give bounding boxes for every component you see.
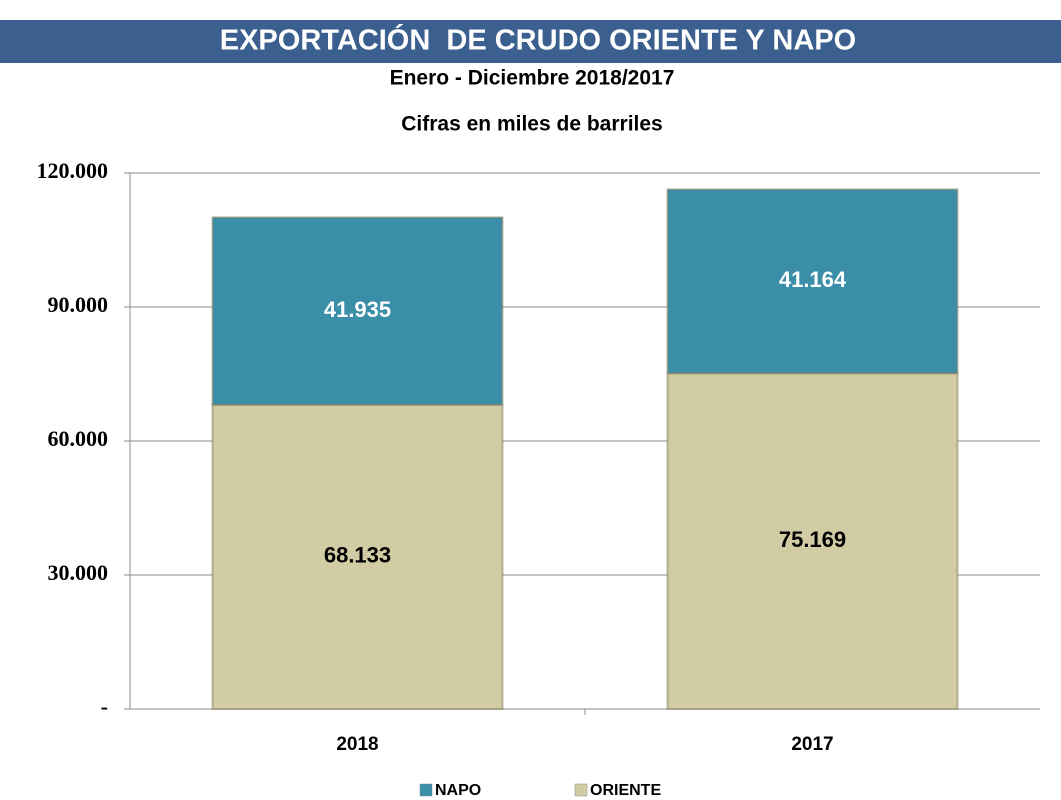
- bar-segment: [666, 372, 959, 710]
- y-tick-label: -: [101, 694, 108, 719]
- legend-swatch: [574, 783, 588, 797]
- legend-swatch: [419, 783, 433, 797]
- bar-segment: [211, 216, 504, 406]
- y-tick-label: 120.000: [37, 158, 109, 183]
- legend-label: NAPO: [435, 782, 481, 799]
- bar-segment: [211, 403, 504, 710]
- title-banner: [0, 20, 1061, 63]
- y-tick-label: 90.000: [48, 292, 109, 317]
- value-label: 68.133: [324, 543, 391, 568]
- value-label: 41.164: [779, 267, 847, 292]
- value-label: 41.935: [324, 297, 391, 322]
- x-tick-label: 2018: [336, 734, 378, 755]
- chart-title: EXPORTACIÓN DE CRUDO ORIENTE Y NAPO: [220, 23, 856, 57]
- legend-label: ORIENTE: [590, 782, 661, 799]
- chart-subtitle: Enero - Diciembre 2018/2017: [390, 67, 675, 90]
- chart-subtitle: Cifras en miles de barriles: [401, 113, 662, 136]
- y-tick-label: 60.000: [48, 426, 109, 451]
- x-tick-label: 2017: [791, 734, 833, 755]
- value-label: 75.169: [779, 527, 846, 552]
- bar-segment: [666, 188, 959, 375]
- y-tick-label: 30.000: [48, 560, 109, 585]
